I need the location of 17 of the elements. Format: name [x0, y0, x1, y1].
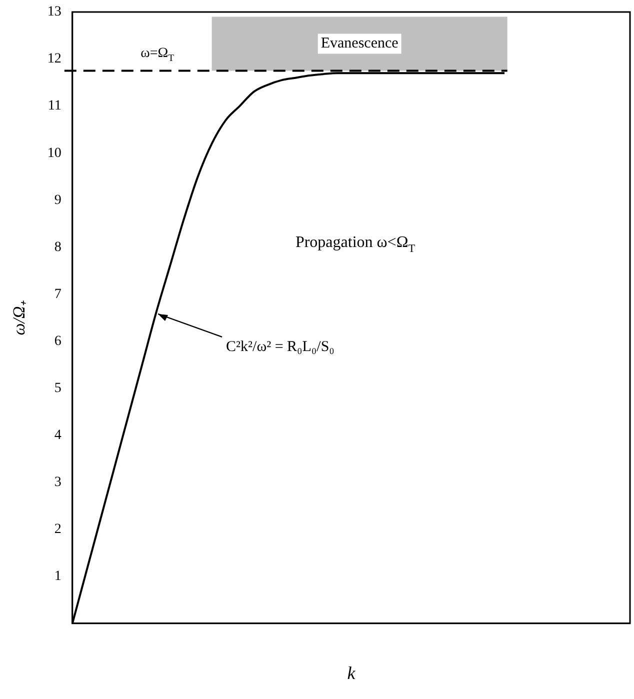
y-tick-label: 2: [54, 522, 62, 538]
y-tick-label: 10: [47, 146, 62, 161]
y-tick-label: 8: [54, 240, 62, 255]
annotation: C²k²/ω² = R₀L₀/S₀: [226, 338, 334, 355]
y-tick-label: 11: [48, 98, 62, 114]
y-tick-label: 1: [54, 569, 62, 584]
y-axis-title: ω/Ω₊: [10, 300, 29, 336]
y-tick-label: 13: [47, 4, 62, 20]
x-axis-title: k: [347, 662, 356, 683]
y-tick-label: 12: [47, 52, 62, 67]
y-tick-label: 4: [54, 428, 62, 443]
y-tick-label: 7: [54, 286, 62, 302]
y-tick-label: 5: [54, 380, 62, 396]
y-tick-label: 3: [54, 474, 62, 490]
band-label: Evanescence: [320, 36, 399, 52]
y-tick-label: 9: [54, 192, 62, 208]
y-tick-label: 6: [54, 334, 62, 349]
